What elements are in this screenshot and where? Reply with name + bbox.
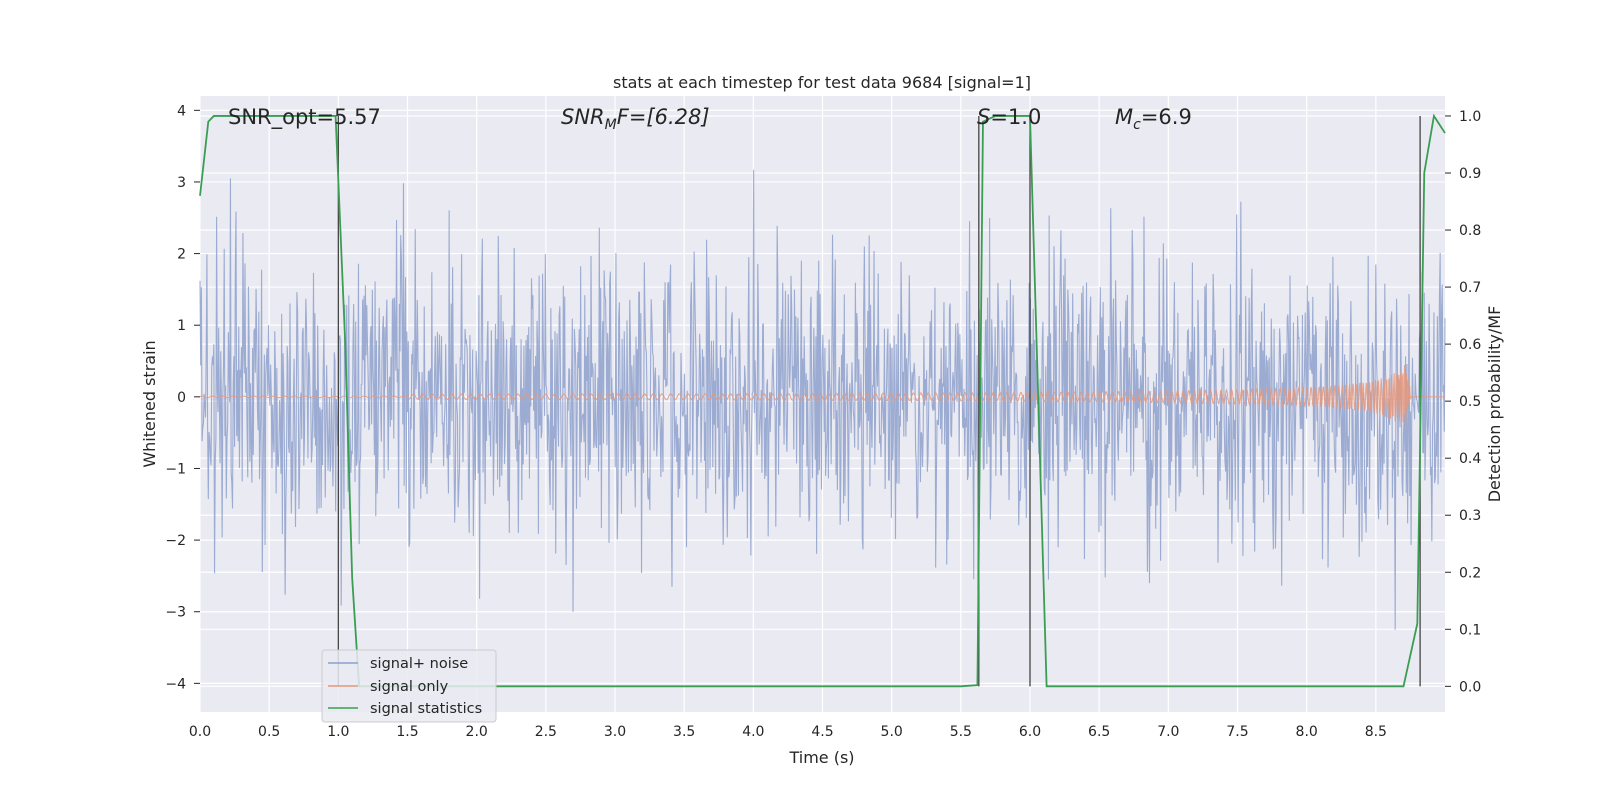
y-right-tick-label: 0.4 <box>1459 451 1481 467</box>
y-left-axis-label: Whitened strain <box>140 340 159 467</box>
y-left-tick-label: 4 <box>177 103 186 119</box>
legend: signal+ noise signal only signal statist… <box>321 649 497 723</box>
x-tick-label: 4.0 <box>742 724 764 740</box>
y-right-axis-label: Detection probability/MF <box>1485 306 1504 503</box>
x-tick-label: 2.5 <box>535 724 557 740</box>
x-tick-label: 6.5 <box>1088 724 1110 740</box>
x-tick-label: 8.0 <box>1296 724 1318 740</box>
signal-statistics-series <box>199 113 1446 688</box>
y-right-tick-label: 0.8 <box>1459 223 1481 239</box>
snr-mf-subscript: M <box>605 117 617 133</box>
y-right-tick-label: 0.5 <box>1459 394 1481 410</box>
s-value: =1.0 <box>990 105 1041 129</box>
y-right-tick-labels: 1.0 0.9 0.8 0.7 0.6 0.5 0.4 0.3 0.2 0.1 0.0 <box>1445 109 1481 695</box>
y-right-tick-label: 0.0 <box>1459 679 1481 695</box>
x-tick-label: 1.5 <box>396 724 418 740</box>
s-symbol: S <box>977 105 990 129</box>
x-tick-label: 7.5 <box>1226 724 1248 740</box>
x-axis-label: Time (s) <box>788 748 854 767</box>
y-right-tick-label: 0.6 <box>1459 337 1481 353</box>
signal-only-series <box>199 365 1445 429</box>
x-tick-labels: 0.0 0.5 1.0 1.5 2.0 2.5 3.0 3.5 4.0 4.5 5.0 5.5 6.0 6… <box>189 724 1387 740</box>
mc-annotation: Mc=6.9 <box>1115 105 1192 133</box>
y-right-tick-label: 1.0 <box>1459 109 1481 125</box>
x-tick-label: 8.5 <box>1365 724 1387 740</box>
x-tick-label: 3.5 <box>673 724 695 740</box>
y-right-tick-label: 0.2 <box>1459 565 1481 581</box>
x-tick-label: 3.0 <box>604 724 626 740</box>
y-left-tick-label: 1 <box>177 318 186 334</box>
x-tick-label: 5.5 <box>950 724 972 740</box>
y-left-tick-label: 3 <box>177 175 186 191</box>
y-left-tick-label: −4 <box>165 676 186 692</box>
legend-box <box>321 649 497 723</box>
x-tick-label: 0.5 <box>258 724 280 740</box>
y-left-tick-label: −1 <box>165 461 186 477</box>
signal-statistics-line <box>199 113 1446 688</box>
y-right-tick-label: 0.9 <box>1459 166 1481 182</box>
y-left-tick-labels: 4 3 2 1 0 −1 −2 −3 −4 <box>165 103 200 692</box>
y-left-tick-label: 2 <box>177 247 186 263</box>
snr-mf-value: F=[6.28] <box>617 105 710 129</box>
s-annotation: S=1.0 <box>977 105 1041 129</box>
mc-subscript: c <box>1133 117 1141 133</box>
snr-mf-symbol: SNR <box>561 105 605 129</box>
legend-label-signal-only: signal only <box>370 679 449 695</box>
y-right-tick-label: 0.1 <box>1459 622 1481 638</box>
y-left-tick-label: −2 <box>165 533 186 549</box>
x-tick-label: 7.0 <box>1157 724 1179 740</box>
x-tick-label: 4.5 <box>811 724 833 740</box>
y-left-tick-label: −3 <box>165 605 186 621</box>
x-tick-label: 1.0 <box>327 724 349 740</box>
mc-symbol: M <box>1115 105 1133 129</box>
x-tick-label: 5.0 <box>881 724 903 740</box>
y-right-tick-label: 0.3 <box>1459 508 1481 524</box>
y-right-tick-label: 0.7 <box>1459 280 1481 296</box>
legend-label-signal-statistics: signal statistics <box>370 701 482 717</box>
mc-value: =6.9 <box>1141 105 1192 129</box>
y-left-tick-label: 0 <box>177 390 186 406</box>
x-tick-label: 0.0 <box>189 724 211 740</box>
x-tick-label: 6.0 <box>1019 724 1041 740</box>
snr-mf-annotation: SNRMF=[6.28] <box>561 105 710 133</box>
legend-label-signal-noise: signal+ noise <box>370 656 468 672</box>
signal-only-line <box>199 365 1445 429</box>
snr-opt-annotation: SNR_opt=5.57 <box>228 105 381 130</box>
x-tick-label: 2.0 <box>466 724 488 740</box>
chart-title: stats at each timestep for test data 968… <box>613 73 1031 92</box>
